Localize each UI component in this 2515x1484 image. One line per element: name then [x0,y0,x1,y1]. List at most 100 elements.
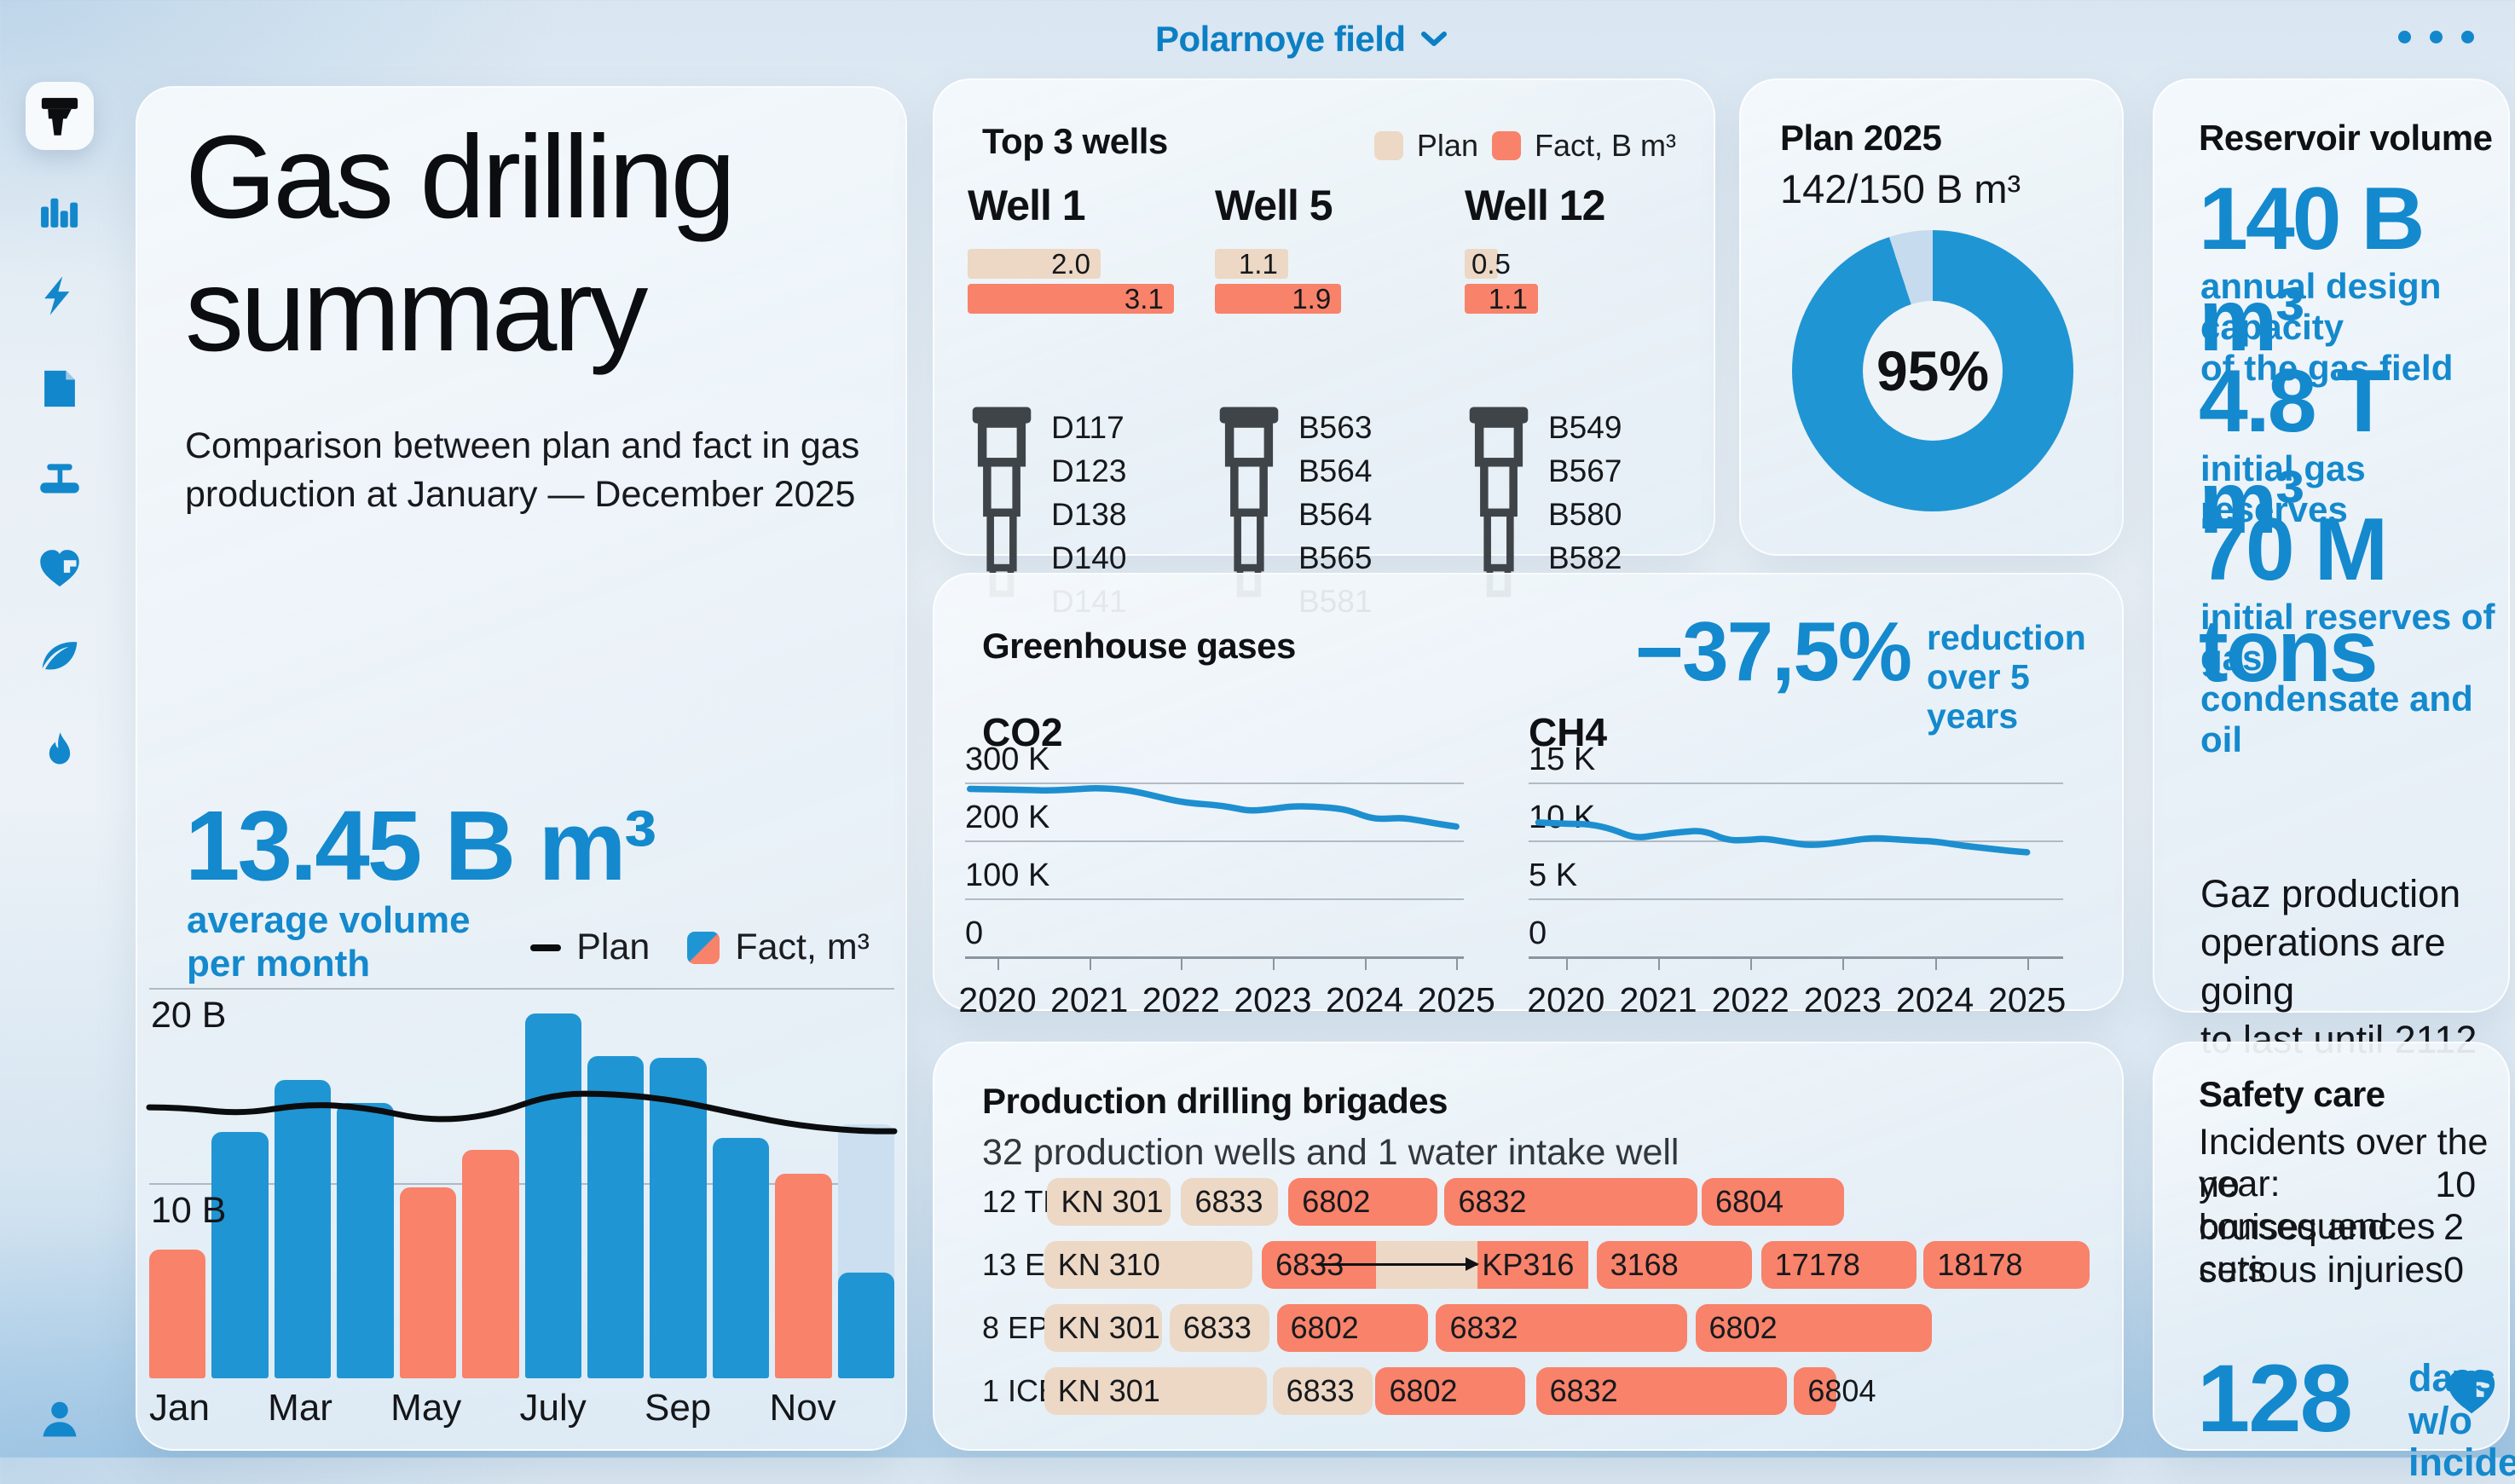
sidebar-item-wellhead[interactable] [26,82,94,150]
fact-bar [650,1058,707,1378]
avg-volume-value: 13.45 B m³ [185,790,656,901]
chip-label: 17178 [1774,1247,1860,1282]
well-name: Well 12 [1465,182,1605,229]
well-casing-icon [1215,401,1283,602]
flame-icon [49,732,71,765]
reservoir-title: Reservoir volume [2199,118,2493,158]
days-wo-incident-value: 128 [2197,1345,2353,1452]
well-bore-item: B564 [1298,497,1373,532]
month-label [461,1387,519,1429]
page-title: Gas drilling summary [185,112,736,376]
sidebar-item-user[interactable] [26,1385,94,1453]
brigade-chip: 6802 [1276,1304,1428,1352]
well-column-well-12: Well 12 0.5 1.1 B549 B567 B580 B582 [1465,181,1702,314]
safety-title: Safety care [2199,1074,2385,1114]
sidebar-item-bar-chart[interactable] [26,178,94,246]
year-label: 2020 [958,980,1037,1019]
axis-tick [2026,959,2029,970]
fact-bar [587,1056,645,1378]
chip-label: 6832 [1449,1310,1518,1345]
x-axis [965,956,1464,959]
plan-donut-chart: 95% [1792,230,2073,511]
well-plan-value: 0.5 [1471,247,1511,280]
year-label: 2022 [1711,980,1789,1019]
brigade-lane: KN 301 6833 6802 6832 6802 [1037,1304,2099,1352]
sidebar-item-ecology[interactable] [26,624,94,692]
brigades-card: Production drilling brigades 32 producti… [933,1042,2124,1451]
year-label: 2020 [1527,980,1605,1019]
line-series [965,782,1464,884]
gridline [1529,898,2063,900]
brigade-chip: KN 301 [1044,1367,1268,1415]
chip-segment [1477,1241,1588,1289]
chip-label: 6802 [1290,1310,1359,1345]
sidebar-item-documents[interactable] [26,355,94,423]
axis-tick [1272,959,1275,970]
y-axis-label: 100 K [965,857,1050,893]
brigade-row-1-ice: 1 ICE KN 301 6833 6802 6832 6804 [982,1367,2099,1415]
chip-label: 6833 [1182,1310,1252,1345]
y-axis-label: 15 K [1529,742,1596,777]
top-wells-card: Top 3 wells Plan Fact, B m³ Well 1 2.0 3.1… [933,78,1715,619]
month-label [210,1387,268,1429]
year-label: 2021 [1619,980,1697,1019]
reduction-caption: reduction over 5 years [1927,618,2086,736]
bar-slot-12 [837,988,895,1378]
bar-chart-icon [41,198,78,228]
incident-label: no consequences [2199,1164,2436,1247]
ch4-line-chart: 15 K 10 K 5 K 0 2020 2021 2022 2023 2024 2025 [1527,742,2066,1019]
incident-label: bruises and cuts [2199,1207,2389,1290]
summary-subtitle: Comparison between plan and fact in gas … [185,425,860,515]
axis-tick [1181,959,1183,970]
sidebar-item-energy[interactable] [26,262,94,330]
chip-label: 6802 [1708,1310,1778,1345]
well-casing-icon [968,401,1036,602]
dot-icon [2430,31,2443,43]
incident-row: bruises and cuts 2 [2199,1207,2464,1291]
wells-legend: Plan Fact, B m³ [1352,128,1676,164]
well-bore-item: D138 [1051,497,1127,532]
well-bore-item: B580 [1548,497,1622,532]
chip-label: KP316 [1482,1247,1575,1282]
month-label: July [519,1387,587,1429]
brigade-chip: 6802 [1695,1304,1933,1352]
sidebar-item-valve[interactable] [26,446,94,514]
well-fact-bar: 3.1 [968,282,1174,315]
gridline [1529,782,2063,784]
bar-slot-6 [462,988,519,1378]
bar-slot-11 [775,988,832,1378]
co2-line-chart: 300 K 200 K 100 K 0 2020 2021 2022 2023 2024 2025 [958,742,1495,1019]
well-plan-bar: 1.1 [1215,248,1288,280]
chip-label: KN 301 [1057,1310,1160,1345]
well-fact-value: 3.1 [1124,282,1164,315]
gridline [149,988,894,990]
bar-slot-9 [650,988,707,1378]
brigade-chip: 3168 [1596,1241,1752,1289]
chevron-down-icon [1420,32,1447,46]
axis-tick [1456,959,1459,970]
field-selector[interactable]: Polarnoye field [1155,19,1448,60]
year-label: 2021 [1050,980,1129,1019]
dot-icon [2461,31,2474,43]
overflow-menu-button[interactable] [2398,31,2474,43]
year-label: 2024 [1325,980,1404,1019]
sidebar-item-health[interactable] [26,534,94,603]
chip-label: 6833 [1286,1373,1355,1408]
well-fact-bar: 1.1 [1465,282,1538,315]
sidebar-item-gas[interactable] [26,717,94,785]
brigade-chip: 18178 [1923,1241,2090,1289]
gridline [149,1183,894,1185]
reservoir-stat-value: 70 M tons [2199,500,2388,701]
well-fact-value: 1.1 [1488,282,1528,315]
bar-slot-4 [337,988,394,1378]
fact-bar [775,1173,832,1378]
well-casing-icon [1465,401,1533,602]
valve-icon [40,464,79,494]
brigade-chip: 6832 [1436,1304,1687,1352]
well-bore-item: D123 [1051,453,1127,488]
well-bore-item: B567 [1548,453,1622,488]
y-axis-label: 0 [965,915,984,951]
dot-icon [2398,31,2411,43]
chip-label: 18178 [1937,1247,2023,1282]
